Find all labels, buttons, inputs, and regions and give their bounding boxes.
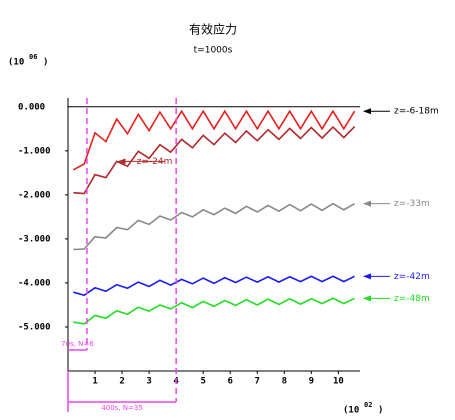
x-tick-label: 8 — [282, 377, 287, 387]
y-tick-label: -1.000 — [18, 146, 51, 156]
chart-title: 有效应力 — [189, 22, 237, 37]
series-line — [73, 275, 355, 297]
x-unit-exponent: 02 — [364, 401, 372, 409]
y-tick-label: -3.000 — [18, 234, 51, 244]
y-tick-label: 0.000 — [18, 102, 45, 112]
y-unit-close: ) — [43, 58, 48, 68]
series-label: z=-6-18m — [394, 107, 439, 117]
y-unit-base: (10 — [8, 58, 24, 68]
y-tick-label: -5.000 — [18, 322, 51, 332]
x-tick-label: 9 — [309, 377, 314, 387]
x-unit-close: ) — [378, 406, 383, 416]
marker-label: 400s, N=35 — [101, 404, 142, 412]
chart-subtitle: t=1000s — [194, 46, 233, 56]
y-tick-label: -2.000 — [18, 190, 51, 200]
series-label: z=-24m — [137, 157, 173, 167]
x-tick-label: 1 — [92, 377, 97, 387]
series-line — [73, 109, 356, 171]
y-tick-label: -4.000 — [18, 278, 51, 288]
x-tick-label: 5 — [200, 377, 205, 387]
series-label: z=-33m — [394, 199, 430, 209]
x-tick-label: 6 — [228, 377, 233, 387]
x-unit-base: (10 — [343, 406, 359, 416]
series-line — [73, 125, 356, 195]
x-unit: (10 02 ) — [343, 401, 383, 416]
x-tick-label: 7 — [255, 377, 260, 387]
series-line — [73, 202, 355, 251]
marker-label: 70s, N=6 — [61, 340, 94, 348]
x-tick-label: 3 — [146, 377, 151, 387]
y-unit: (10 06 ) — [8, 53, 48, 68]
x-tick-label: 2 — [119, 377, 124, 387]
x-tick-label: 10 — [333, 377, 344, 387]
y-unit-exponent: 06 — [29, 53, 37, 61]
series-label: z=-48m — [394, 294, 430, 304]
series-label: z=-42m — [394, 272, 430, 282]
series-line — [73, 297, 355, 325]
